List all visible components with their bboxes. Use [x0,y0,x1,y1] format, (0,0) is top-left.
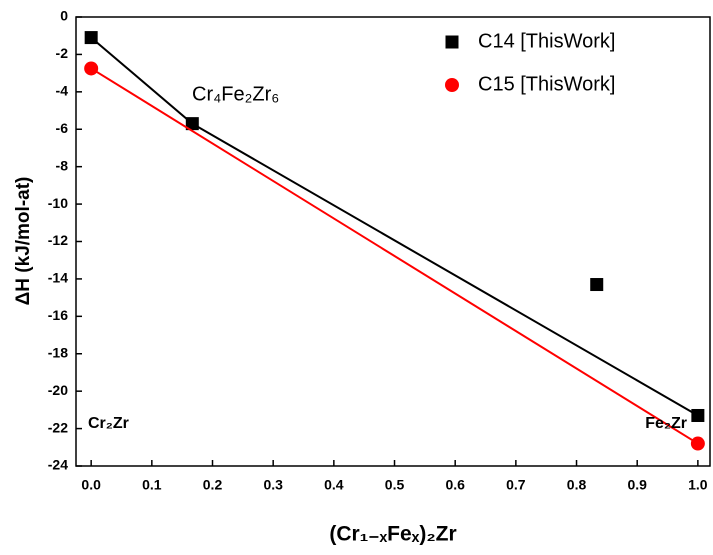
x-tick-label: 0.6 [445,477,465,493]
x-tick-label: 0.7 [506,477,526,493]
x-axis-label: (Cr₁₋ₓFeₓ)₂Zr [329,523,456,546]
y-tick-label: -24 [48,457,68,473]
y-tick-label: -14 [48,270,68,286]
annotation: Cr₂Zr [88,415,129,432]
y-tick-label: -12 [48,232,68,248]
annotation: Fe₂Zr [645,415,687,432]
marker-square [185,117,199,131]
marker-square [445,35,459,49]
x-tick-label: 0.3 [263,477,283,493]
marker-square [84,31,98,45]
x-tick-label: 0.0 [81,477,101,493]
x-tick-label: 0.2 [203,477,223,493]
y-tick-label: -2 [56,45,69,61]
y-tick-label: -8 [56,157,69,173]
y-tick-label: 0 [60,8,68,24]
series-line [90,67,699,445]
marker-circle [445,78,459,92]
y-tick-label: -4 [56,83,69,99]
marker-circle [84,61,99,76]
x-tick-label: 0.4 [324,477,344,493]
marker-circle [690,436,705,451]
x-tick-label: 0.8 [567,477,587,493]
x-tick-label: 0.5 [385,477,405,493]
y-tick-label: -10 [48,195,68,211]
y-tick-label: -16 [48,307,68,323]
x-tick-label: 1.0 [688,477,708,493]
y-tick-label: -18 [48,344,68,360]
legend-label: C14 [ThisWork] [478,30,615,52]
annotation: Cr₄Fe₂Zr₆ [192,83,279,105]
x-tick-label: 0.1 [142,477,162,493]
y-axis-label: ΔH (kJ/mol-at) [13,177,34,306]
x-tick-label: 0.9 [627,477,647,493]
legend-label: C15 [ThisWork] [478,73,615,95]
marker-square [691,408,705,422]
y-tick-label: -20 [48,382,68,398]
y-tick-label: -6 [56,120,69,136]
y-tick-label: -22 [48,419,68,435]
marker-square [590,278,604,292]
